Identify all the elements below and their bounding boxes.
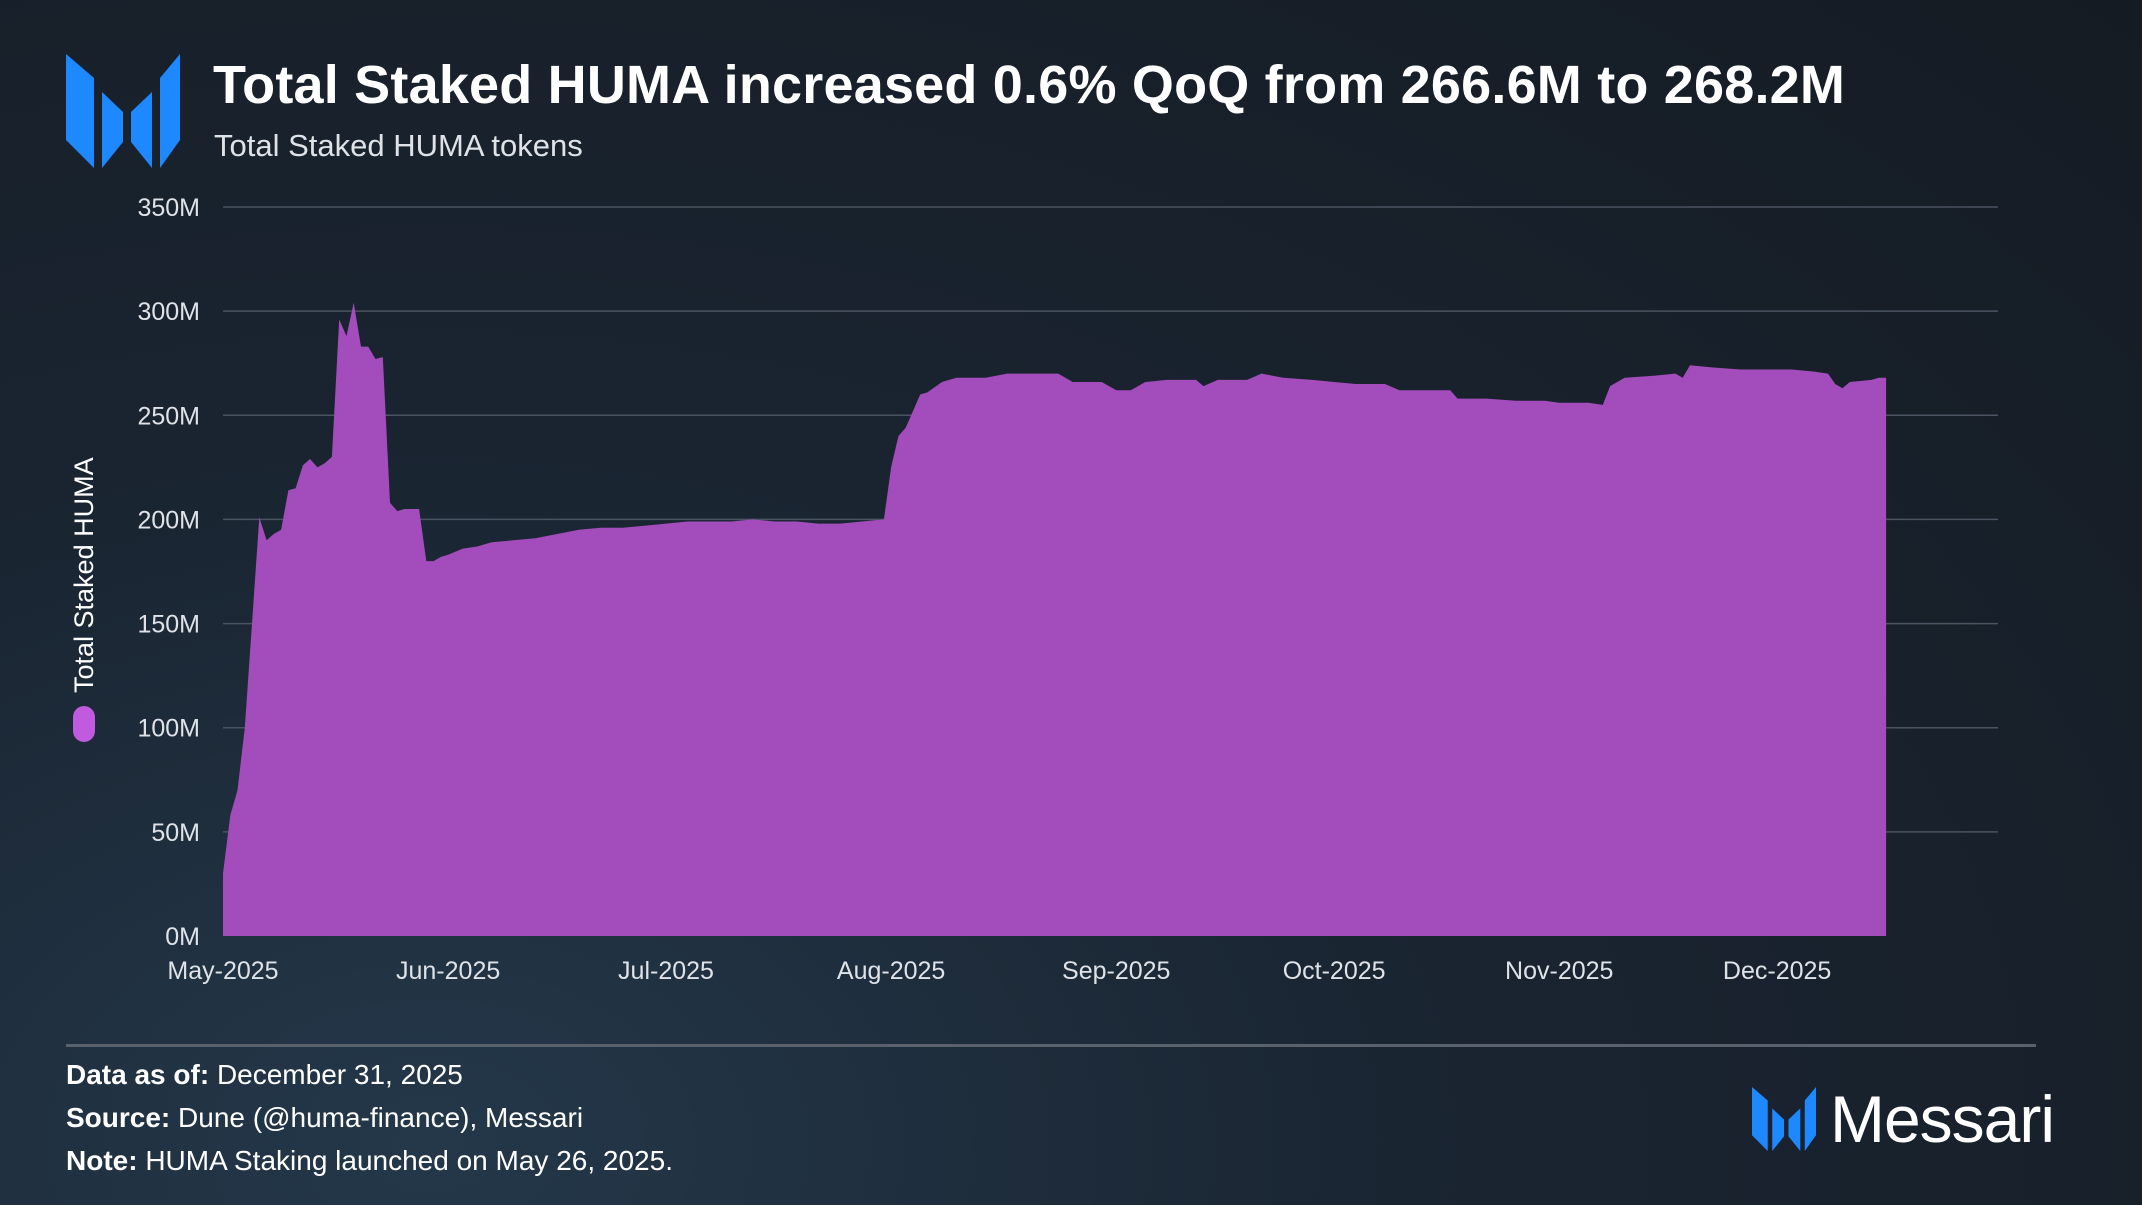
source-line: Source: Dune (@huma-finance), Messari — [66, 1102, 583, 1134]
x-tick-labels: May-2025 Jun-2025 Jul-2025 Aug-2025 Sep-2025… — [167, 957, 1831, 985]
y-tick-label: 350M — [137, 194, 200, 222]
messari-logo-icon — [66, 54, 180, 168]
x-tick-label: Jun-2025 — [396, 957, 500, 985]
messari-brand: Messari — [1752, 1082, 2055, 1156]
y-tick-label: 100M — [137, 715, 200, 743]
chart-title: Total Staked HUMA increased 0.6% QoQ fro… — [213, 55, 1846, 115]
data-as-of-line: Data as of: December 31, 2025 — [66, 1059, 463, 1091]
y-tick-label: 200M — [137, 506, 200, 534]
legend-label: Total Staked HUMA — [69, 457, 99, 693]
note-value: HUMA Staking launched on May 26, 2025. — [145, 1145, 673, 1176]
legend: Total Staked HUMA — [69, 457, 99, 742]
note-label: Note: — [66, 1145, 138, 1176]
x-tick-label: Sep-2025 — [1062, 957, 1170, 985]
messari-logo-icon — [1752, 1087, 1816, 1151]
y-tick-label: 250M — [137, 402, 200, 430]
area-series-total-staked-huma — [223, 302, 1887, 936]
source-label: Source: — [66, 1102, 171, 1133]
x-tick-label: Jul-2025 — [618, 957, 714, 985]
y-tick-label: 300M — [137, 298, 200, 326]
y-tick-label: 150M — [137, 611, 200, 639]
x-tick-label: Dec-2025 — [1723, 957, 1831, 985]
x-tick-label: Nov-2025 — [1505, 957, 1613, 985]
area-series-layer — [223, 302, 1887, 936]
y-tick-label: 0M — [165, 923, 200, 951]
source-value: Dune (@huma-finance), Messari — [178, 1102, 584, 1133]
data-as-of-label: Data as of: — [66, 1059, 210, 1090]
chart-subtitle: Total Staked HUMA tokens — [214, 128, 583, 163]
y-tick-labels: 0M 50M 100M 150M 200M 250M 300M 350M — [137, 194, 200, 951]
legend-swatch — [73, 706, 95, 742]
x-tick-label: May-2025 — [167, 957, 278, 985]
note-line: Note: HUMA Staking launched on May 26, 2… — [66, 1145, 673, 1177]
brand-name: Messari — [1830, 1082, 2055, 1156]
area-chart: 0M 50M 100M 150M 200M 250M 300M 350M May-2025 Ju… — [69, 194, 1998, 985]
y-tick-label: 50M — [151, 819, 200, 847]
x-tick-label: Oct-2025 — [1283, 957, 1386, 985]
footer-divider — [66, 1044, 2036, 1047]
x-tick-label: Aug-2025 — [837, 957, 945, 985]
data-as-of-value: December 31, 2025 — [216, 1059, 463, 1090]
